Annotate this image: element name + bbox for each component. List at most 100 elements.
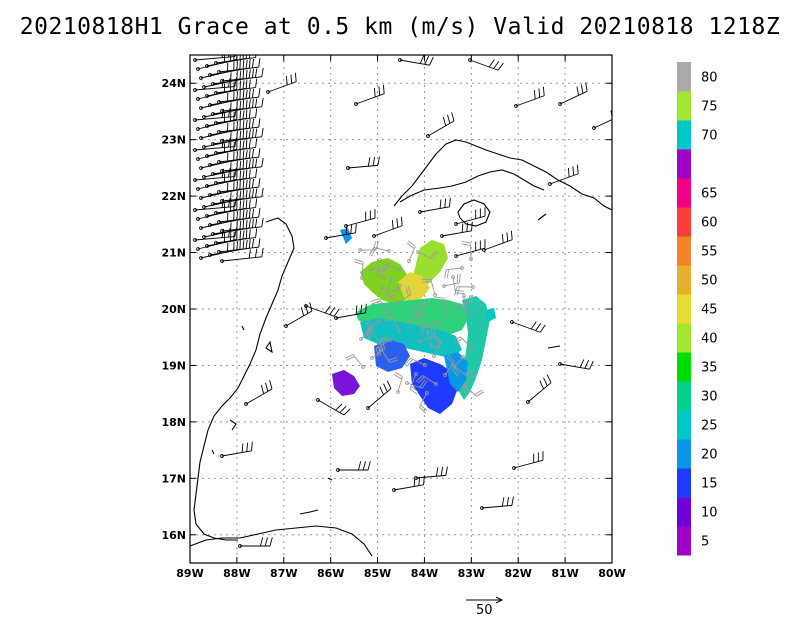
wind-barb (406, 306, 424, 324)
coastline-cozumel (265, 340, 273, 354)
colorbar-label: 20 (701, 448, 718, 463)
coastline-belize-cays (229, 419, 237, 431)
y-tick-label: 18N (161, 416, 186, 429)
coastline-dot-1 (241, 325, 245, 331)
colorbar-bin (677, 497, 691, 527)
wind-barb (463, 383, 485, 397)
wind-barb (266, 72, 297, 94)
colorbar-label: 40 (701, 332, 718, 347)
wind-barb (199, 89, 241, 110)
wind-barb (193, 227, 237, 242)
colorbar-bin (677, 439, 691, 469)
colorbar-label: 70 (701, 129, 718, 144)
wind-barb (334, 303, 367, 320)
y-tick-label: 19N (161, 359, 186, 372)
wind-barb (199, 119, 241, 140)
colorbar-label: 10 (701, 506, 718, 521)
wind-barb (548, 164, 579, 186)
coastline-bay-islands (299, 509, 319, 515)
wind-barb (193, 197, 237, 212)
wind-barb (452, 364, 475, 377)
wind-barb (196, 230, 238, 251)
wind-barb (453, 294, 473, 307)
wind-barb (372, 216, 403, 238)
wind-barb (366, 380, 392, 410)
wind-barb (417, 327, 435, 343)
wind-barb (558, 82, 588, 106)
colorbar: 5 10 15 20 25 30 35 40 45 50 55 60 65 70 75 80 (677, 62, 718, 556)
wind-barb (592, 110, 612, 130)
wind-barb (199, 239, 241, 260)
colorbar-label: 35 (701, 361, 718, 376)
wind-barb (358, 241, 379, 252)
wind-barb (193, 167, 237, 182)
wind-barb (461, 240, 473, 261)
wind-barb (214, 55, 257, 65)
wind-barb (434, 296, 448, 316)
wind-barb (199, 59, 241, 80)
wind-barb (418, 197, 451, 214)
wind-barb (217, 58, 261, 74)
shade-southwest-blue (374, 340, 410, 372)
wind-barb (244, 380, 273, 406)
wind-barb (284, 302, 313, 328)
wind-barb (202, 159, 245, 179)
wind-barb (196, 80, 238, 101)
wind-barb (404, 357, 427, 367)
wind-barb (480, 496, 514, 510)
wind-barb (468, 58, 504, 71)
wind-barb (202, 99, 245, 119)
wind-barb (380, 283, 403, 293)
colorbar-label: 45 (701, 303, 718, 318)
wind-barb (451, 275, 465, 295)
y-tick-label: 23N (161, 134, 186, 147)
wind-barb (514, 86, 545, 108)
wind-barb (379, 264, 402, 274)
coastline-cuba-south (399, 169, 545, 203)
colorbar-label: 15 (701, 477, 718, 492)
wind-barb (196, 140, 238, 161)
wind-barb (336, 461, 371, 472)
colorbar-bin (677, 294, 691, 324)
reference-vector-arrowhead (495, 596, 504, 604)
wind-barb (220, 247, 264, 263)
wind-barb (418, 391, 429, 414)
wind-barb (316, 398, 351, 416)
wind-barb (443, 354, 455, 377)
colorbar-bin (677, 410, 691, 440)
wind-barb (454, 285, 475, 296)
coastline-cayman (537, 213, 547, 221)
x-tick-label: 81W (551, 567, 578, 580)
colorbar-bin (677, 323, 691, 353)
wind-barb (454, 239, 486, 258)
wind-barb (199, 179, 241, 200)
wind-barb (370, 298, 390, 314)
colorbar-bin (677, 381, 691, 411)
x-tick-label: 88W (223, 567, 250, 580)
wind-barb (346, 156, 380, 170)
coastline-honduras (190, 525, 373, 557)
wind-barb (193, 107, 237, 122)
coastline-cayman-2 (547, 345, 561, 349)
colorbar-label: 75 (701, 100, 718, 115)
wind-barb (324, 223, 357, 240)
wind-barb (202, 189, 245, 209)
wind-barb (393, 371, 403, 394)
wind-barb (199, 149, 241, 170)
x-tick-label: 86W (317, 567, 344, 580)
wind-barb (392, 475, 425, 492)
colorbar-label: 25 (701, 419, 718, 434)
coastline-yucatan (193, 217, 295, 541)
colorbar-label: 80 (701, 71, 718, 86)
wind-barb (482, 230, 513, 252)
coastline-swan (327, 477, 333, 481)
colorbar-bin (677, 178, 691, 208)
wind-barb (512, 451, 544, 470)
x-tick-label: 83W (458, 567, 485, 580)
colorbar-bin (677, 62, 691, 92)
wind-barb (238, 537, 273, 548)
colorbar-bin (677, 352, 691, 382)
wind-barb (426, 112, 455, 138)
colorbar-bin (677, 526, 691, 556)
